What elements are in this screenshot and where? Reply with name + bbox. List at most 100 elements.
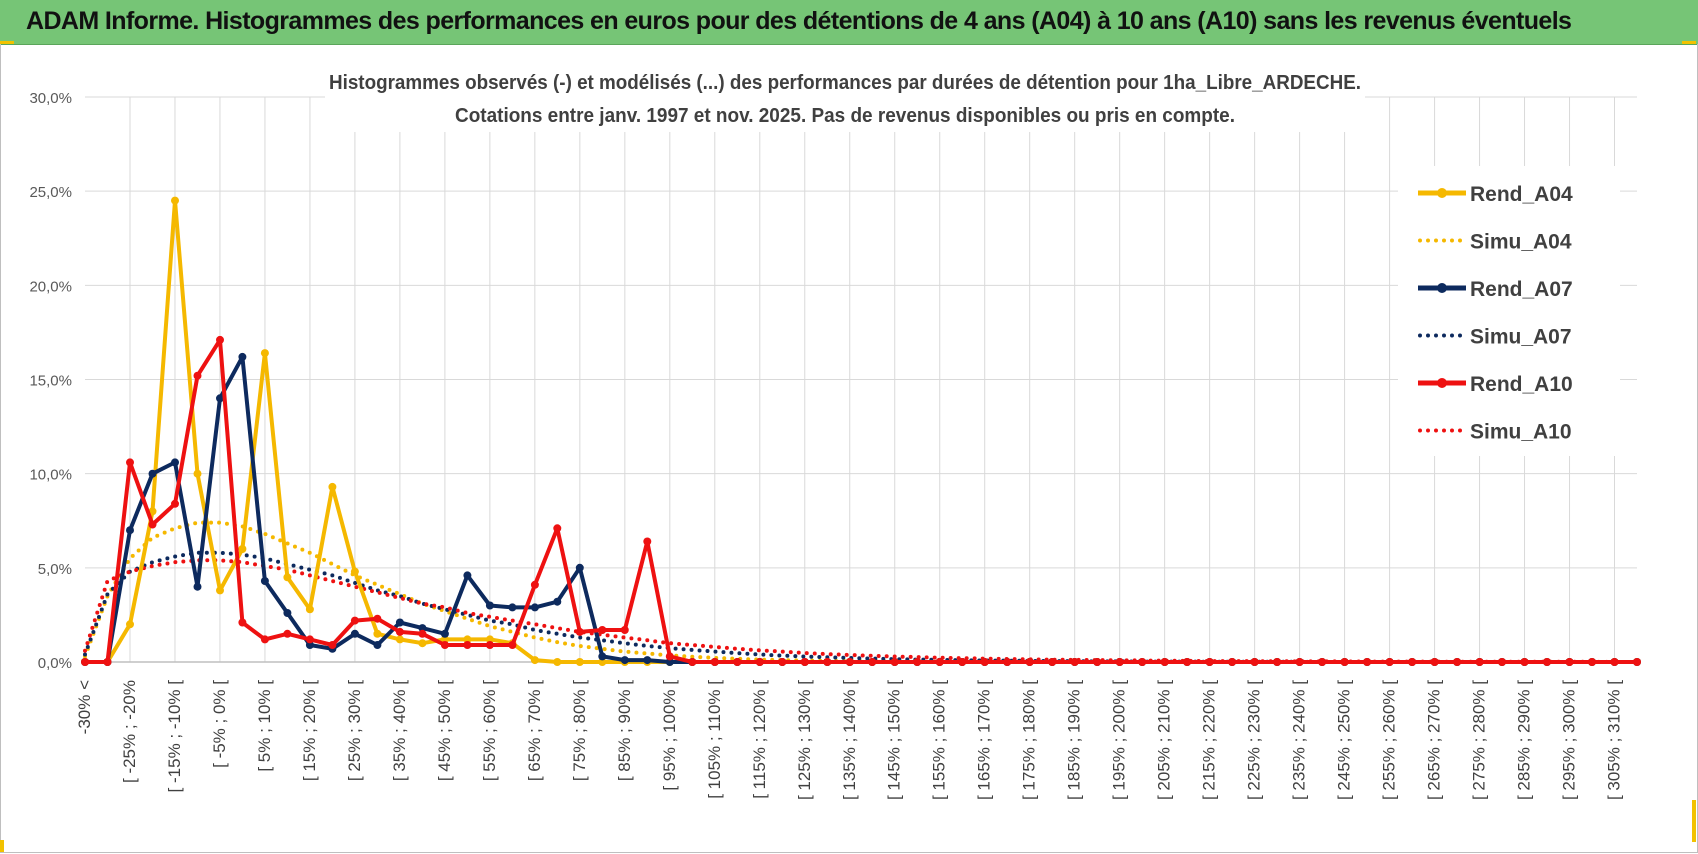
y-axis: 0,0% 5,0% 10,0% 15,0% 20,0% 25,0% 30,0% [29,90,72,672]
data-point-rend_a10 [126,458,134,467]
series-layer [81,196,1641,666]
data-point-rend_a04 [553,658,562,666]
data-point-rend_a10 [958,658,967,666]
data-point-rend_a10 [103,658,112,666]
x-tick-label: [ 225% ; 230% [ [1245,680,1264,800]
data-point-rend_a10 [1273,658,1282,666]
data-point-rend_a10 [1228,658,1237,666]
data-point-rend_a10 [350,616,359,625]
x-tick-label: [ 105% ; 110% [ [705,680,724,799]
data-point-rend_a04 [575,658,584,666]
data-point-rend_a07 [148,469,157,478]
data-point-rend_a10 [845,658,854,666]
data-point-rend_a10 [373,614,382,623]
x-tick-label: [ -25% ; -20% [120,680,139,783]
title-background [325,64,1365,132]
data-point-rend_a07 [283,609,292,617]
data-point-rend_a10 [193,371,202,380]
y-tick-label: 5,0% [38,561,72,578]
data-point-rend_a04 [350,567,359,576]
legend-label-simu_a07: Simu_A07 [1470,326,1572,349]
x-tick-label: [ 5% ; 10% [ [255,680,274,772]
x-tick-label: [ 295% ; 300% [ [1560,680,1579,800]
data-point-rend_a10 [305,635,314,644]
x-tick-label: [ 25% ; 30% [ [345,680,364,781]
data-point-rend_a07 [553,597,562,606]
data-point-rend_a07 [463,571,472,580]
x-tick-label: [ 35% ; 40% [ [390,680,409,781]
data-point-rend_a10 [980,658,989,666]
data-point-rend_a04 [305,605,314,614]
x-tick-label: [ 285% ; 290% [ [1515,680,1534,800]
legend-background [1398,166,1620,456]
data-point-rend_a07 [440,629,449,638]
data-point-rend_a10 [1408,658,1417,666]
data-point-rend_a10 [1498,658,1506,666]
data-point-rend_a10 [1453,658,1462,666]
data-point-rend_a04 [283,573,292,582]
data-point-rend_a10 [508,641,517,649]
x-tick-label: [ 245% ; 250% [ [1335,680,1354,800]
legend-label-simu_a10: Simu_A10 [1470,421,1572,444]
data-point-rend_a07 [575,563,584,572]
data-point-rend_a10 [395,627,404,636]
data-point-rend_a07 [193,582,202,591]
data-point-rend_a07 [598,652,607,661]
chart-title: Histogrammes observés (-) et modélisés (… [329,72,1361,94]
data-point-rend_a04 [193,469,202,478]
data-point-rend_a04 [126,620,134,629]
frame-corner-bottom-right [1692,800,1696,842]
frame-corner-bottom-left [0,840,4,852]
data-point-rend_a07 [530,603,539,612]
data-point-rend_a10 [328,641,337,649]
x-tick-label: [ -5% ; 0% [ [210,680,229,768]
x-tick-label: [ 255% ; 260% [ [1380,680,1399,800]
data-point-rend_a10 [778,658,787,666]
x-tick-label: [ 85% ; 90% [ [615,680,634,781]
x-tick-label: [ 175% ; 180% [ [1020,680,1039,800]
x-tick-label: [ 165% ; 170% [ [975,680,994,800]
x-tick-label: [ 195% ; 200% [ [1110,680,1129,800]
data-point-rend_a07 [350,629,359,638]
data-point-rend_a10 [598,626,607,634]
frame-corner-top-left [0,41,14,44]
x-tick-label: [ 95% ; 100% [ [660,680,679,791]
data-point-rend_a04 [530,656,539,665]
data-point-rend_a07 [238,352,247,361]
data-point-rend_a10 [1565,658,1574,666]
chart-subtitle: Cotations entre janv. 1997 et nov. 2025.… [455,105,1235,127]
header-banner: ADAM Informe. Histogrammes des performan… [0,0,1698,45]
data-point-rend_a07 [643,656,652,665]
legend-label-simu_a04: Simu_A04 [1470,231,1572,254]
data-point-rend_a10 [1093,658,1102,666]
data-point-rend_a10 [463,641,472,649]
data-point-rend_a10 [1138,658,1147,666]
data-point-rend_a04 [238,545,247,553]
data-point-rend_a10 [710,658,719,666]
data-point-rend_a10 [1633,658,1641,666]
data-point-rend_a10 [935,658,944,666]
legend: Rend_A04 Simu_A04 Rend_A07 Simu_A07 Rend_A10… [1398,166,1620,456]
data-point-rend_a10 [1250,658,1259,666]
data-point-rend_a10 [1183,658,1192,666]
data-point-rend_a10 [575,627,584,636]
data-point-rend_a07 [395,618,404,627]
x-axis: -30% < [ -25% ; -20% [ -15% ; -10% [[ -5% … [75,680,1624,800]
legend-marker-rend_a04 [1437,188,1447,198]
data-point-rend_a10 [1070,658,1079,666]
data-point-rend_a07 [171,458,179,467]
data-point-rend_a10 [216,335,224,344]
x-tick-label: [ 265% ; 270% [ [1425,680,1444,800]
legend-label-rend_a04: Rend_A04 [1470,183,1573,206]
data-point-rend_a10 [688,658,697,666]
data-point-rend_a10 [418,629,427,638]
data-point-rend_a07 [418,624,427,633]
data-point-rend_a10 [643,537,652,546]
data-point-rend_a07 [665,658,674,666]
data-point-rend_a10 [1430,658,1439,666]
data-point-rend_a10 [1003,658,1012,666]
x-tick-label: [ 55% ; 60% [ [480,680,499,781]
series-line-rend_a10 [85,337,1637,664]
data-point-rend_a10 [171,499,179,508]
